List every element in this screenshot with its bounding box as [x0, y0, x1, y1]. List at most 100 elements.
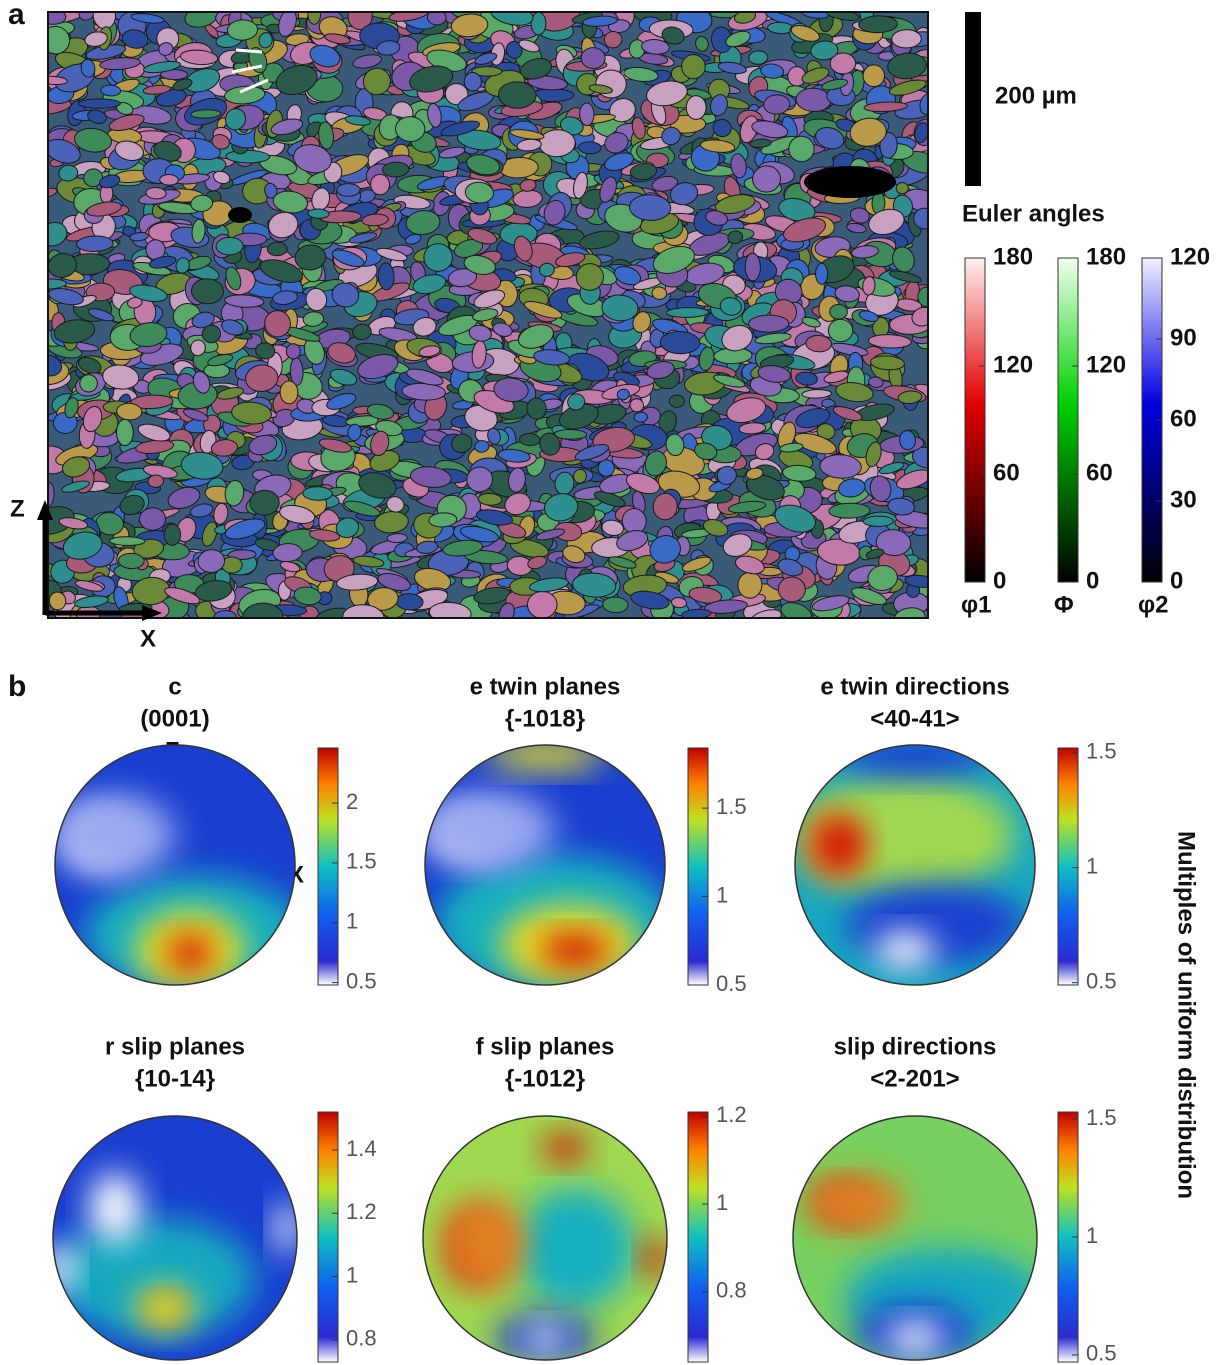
density — [445, 1198, 525, 1288]
colorbar-tick-label: 2 — [346, 789, 358, 814]
pole-figure — [35, 1098, 315, 1365]
density — [643, 1238, 667, 1278]
colorbar — [318, 748, 338, 985]
colorbar-tick-label: 0.8 — [346, 1326, 377, 1351]
colorbar-tick-label: 0.5 — [1086, 969, 1117, 994]
grain — [581, 47, 606, 69]
grain-map — [27, 0, 946, 633]
grain — [370, 174, 390, 195]
density — [805, 1175, 905, 1231]
density — [875, 932, 935, 968]
grain — [116, 419, 133, 445]
colorbar-tick-label: 0.5 — [1086, 1341, 1117, 1365]
colorbar-symbol: φ1 — [961, 591, 992, 618]
colorbar-tick-label: 1 — [346, 909, 358, 934]
grain — [387, 533, 407, 543]
grain — [139, 508, 165, 531]
colorbar-tick-label: 120 — [993, 351, 1033, 378]
colorbar-tick-label: 1.5 — [346, 849, 377, 874]
grain — [913, 208, 935, 230]
colorbar-tick-label: 180 — [1086, 243, 1126, 270]
colorbar — [965, 258, 985, 582]
grain — [280, 381, 298, 404]
grain — [595, 69, 627, 98]
pole-figure-title: f slip planes — [476, 1033, 615, 1060]
colorbar-tick-label: 0.8 — [716, 1278, 747, 1303]
scale-bar-label: 200 µm — [995, 82, 1077, 109]
grain — [527, 591, 557, 619]
density — [55, 795, 175, 875]
pole-figure-subtitle: {-1012} — [505, 1065, 585, 1092]
grain — [498, 81, 536, 108]
grain — [267, 242, 287, 256]
grain — [160, 174, 179, 185]
pore — [804, 166, 896, 198]
axis-label: Z — [10, 495, 25, 522]
grain — [118, 553, 144, 569]
colorbar-tick-label: 60 — [993, 459, 1020, 486]
scale-bar — [965, 12, 981, 186]
grain — [816, 263, 828, 284]
colorbar-tick-label: 60 — [1170, 405, 1197, 432]
grain — [778, 577, 806, 603]
pole-figure-subtitle: <2-201> — [870, 1065, 959, 1092]
density — [168, 935, 212, 971]
grain — [242, 603, 283, 632]
grain — [752, 166, 780, 192]
grain — [669, 395, 685, 408]
axis-label: X — [140, 625, 156, 652]
colorbar-tick-label: 30 — [1170, 486, 1197, 513]
grain — [382, 162, 409, 178]
grain — [307, 4, 320, 25]
density — [527, 1324, 563, 1352]
pole-figure-title: c — [168, 673, 181, 700]
density — [887, 1322, 943, 1354]
colorbar-tick-label: 0 — [1086, 567, 1099, 594]
pole-figure-subtitle: {-1018} — [505, 705, 585, 732]
colorbar-symbol: Φ — [1054, 591, 1074, 618]
pole-figure — [35, 725, 315, 1005]
colorbar — [688, 1112, 708, 1362]
colorbar-tick-label: 0.5 — [346, 968, 377, 993]
grain — [896, 182, 908, 194]
density — [835, 735, 995, 775]
pole-figure-subtitle: {10-14} — [135, 1065, 215, 1092]
grain — [109, 537, 145, 546]
density — [135, 1286, 195, 1330]
pole-figure-title: e twin planes — [470, 673, 621, 700]
pole-figure-title: e twin directions — [820, 673, 1009, 700]
grain — [337, 184, 360, 197]
colorbar-tick-label: 90 — [1170, 324, 1197, 351]
panel-label: a — [8, 0, 25, 31]
grain — [78, 99, 120, 108]
grain — [829, 503, 871, 519]
colorbar — [1058, 258, 1078, 582]
pole-figure — [405, 725, 685, 1005]
density — [90, 1173, 140, 1243]
pole-figure-subtitle: (0001) — [140, 705, 209, 732]
density — [818, 820, 862, 870]
colorbar-tick-label: 1.5 — [1086, 1105, 1117, 1130]
grain — [395, 116, 425, 142]
grain — [830, 304, 848, 319]
pole-figure — [405, 1098, 685, 1365]
colorbar-symbol: φ2 — [1138, 591, 1169, 618]
grain — [424, 243, 453, 271]
grain — [531, 12, 546, 35]
colorbar — [688, 748, 708, 985]
density — [425, 792, 555, 868]
grain — [164, 524, 181, 546]
grain — [828, 319, 853, 342]
pole-figure-subtitle: <40-41> — [870, 705, 959, 732]
colorbar-tick-label: 180 — [993, 243, 1033, 270]
grain — [578, 141, 601, 154]
density — [45, 1243, 75, 1293]
colorbar-title: Euler angles — [962, 200, 1105, 227]
colorbar-tick-label: 120 — [1170, 243, 1210, 270]
grain — [634, 412, 648, 423]
grain — [308, 209, 330, 219]
pole-figure — [775, 725, 1055, 1005]
grain — [858, 16, 897, 34]
density — [540, 934, 610, 966]
density — [845, 885, 1025, 965]
